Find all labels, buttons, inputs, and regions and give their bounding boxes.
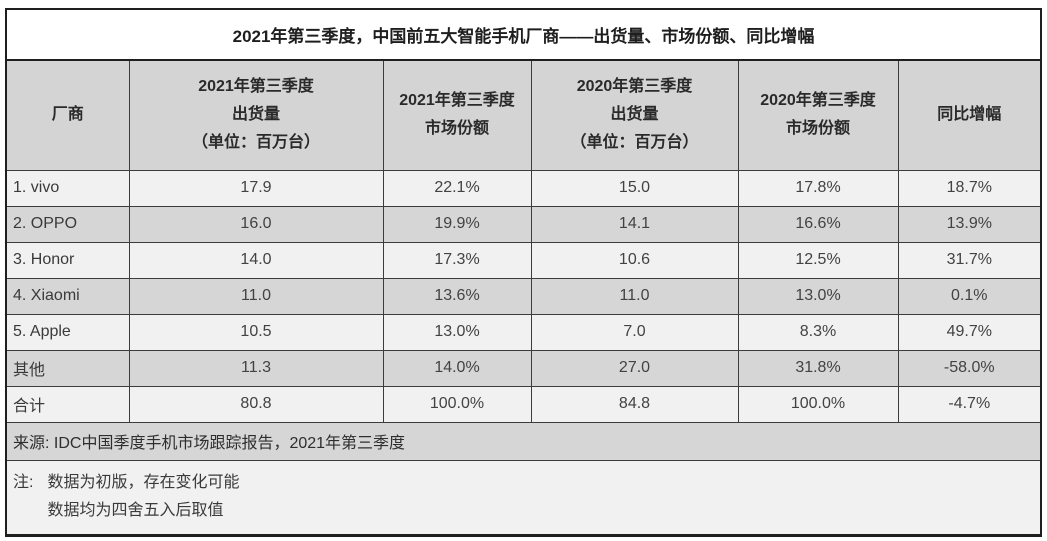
value-cell: -58.0% bbox=[897, 349, 1042, 387]
header-line: 市场份额 bbox=[424, 120, 489, 138]
table-row-others: 其他 11.3 14.0% 27.0 31.8% -58.0% bbox=[5, 349, 1042, 387]
header-line: 2020年第三季度 bbox=[760, 92, 876, 110]
table-row-xiaomi: 4. Xiaomi 11.0 13.6% 11.0 13.0% 0.1% bbox=[5, 277, 1042, 315]
source-note: 来源: IDC中国季度手机市场跟踪报告，2021年第三季度 bbox=[5, 421, 1042, 461]
value-cell: 100.0% bbox=[737, 385, 899, 423]
header-line: 同比增幅 bbox=[937, 106, 1002, 124]
header-line: 2020年第三季度 bbox=[576, 78, 693, 96]
value-cell: -4.7% bbox=[897, 385, 1042, 423]
value-cell: 14.1 bbox=[530, 205, 739, 243]
page-title: 2021年第三季度，中国前五大智能手机厂商——出货量、市场份额、同比增幅 bbox=[5, 8, 1042, 61]
table-row-vivo: 1. vivo 17.9 22.1% 15.0 17.8% 18.7% bbox=[5, 169, 1042, 207]
value-cell: 15.0 bbox=[530, 169, 739, 207]
table-row-oppo: 2. OPPO 16.0 19.9% 14.1 16.6% 13.9% bbox=[5, 205, 1042, 243]
value-cell: 49.7% bbox=[897, 313, 1042, 351]
value-cell: 11.0 bbox=[128, 277, 384, 315]
vendor-cell: 其他 bbox=[5, 349, 130, 387]
value-cell: 11.3 bbox=[128, 349, 384, 387]
header-line: 出货量 bbox=[610, 106, 659, 124]
value-cell: 80.8 bbox=[128, 385, 384, 423]
column-header-row: 厂商 2021年第三季度 出货量 （单位：百万台） 2021年第三季度 市场份额… bbox=[5, 59, 1042, 171]
value-cell: 13.0% bbox=[737, 277, 899, 315]
header-line: （单位：百万台） bbox=[570, 134, 699, 152]
value-cell: 17.8% bbox=[737, 169, 899, 207]
header-line: 出货量 bbox=[231, 106, 280, 124]
footnote: 注: 数据为初版，存在变化可能 数据均为四舍五入后取值 bbox=[13, 469, 1034, 527]
footnote-line: 数据为初版，存在变化可能 bbox=[47, 473, 240, 491]
value-cell: 13.9% bbox=[897, 205, 1042, 243]
footnote-prefix: 注: bbox=[13, 473, 34, 491]
source-row: 来源: IDC中国季度手机市场跟踪报告，2021年第三季度 bbox=[5, 421, 1042, 461]
vendor-cell: 合计 bbox=[5, 385, 130, 423]
value-cell: 10.6 bbox=[530, 241, 739, 279]
value-cell: 16.0 bbox=[128, 205, 384, 243]
idc-smartphone-table: 2021年第三季度，中国前五大智能手机厂商——出货量、市场份额、同比增幅 厂商 … bbox=[5, 8, 1043, 538]
value-cell: 13.6% bbox=[382, 277, 532, 315]
value-cell: 10.5 bbox=[128, 313, 384, 351]
column-header-2021-share: 2021年第三季度 市场份额 bbox=[382, 59, 532, 171]
column-header-yoy-growth: 同比增幅 bbox=[897, 59, 1042, 171]
value-cell: 22.1% bbox=[382, 169, 532, 207]
column-header-2020-shipments: 2020年第三季度 出货量 （单位：百万台） bbox=[530, 59, 739, 171]
table-row-apple: 5. Apple 10.5 13.0% 7.0 8.3% 49.7% bbox=[5, 313, 1042, 351]
value-cell: 14.0 bbox=[128, 241, 384, 279]
value-cell: 16.6% bbox=[737, 205, 899, 243]
value-cell: 100.0% bbox=[382, 385, 532, 423]
column-header-2020-share: 2020年第三季度 市场份额 bbox=[737, 59, 899, 171]
value-cell: 13.0% bbox=[382, 313, 532, 351]
value-cell: 17.3% bbox=[382, 241, 532, 279]
value-cell: 27.0 bbox=[530, 349, 739, 387]
column-header-vendor: 厂商 bbox=[5, 59, 130, 171]
title-row: 2021年第三季度，中国前五大智能手机厂商——出货量、市场份额、同比增幅 bbox=[5, 8, 1042, 61]
footnote-line: 数据均为四舍五入后取值 bbox=[47, 502, 224, 520]
table-row-total: 合计 80.8 100.0% 84.8 100.0% -4.7% bbox=[5, 385, 1042, 423]
value-cell: 14.0% bbox=[382, 349, 532, 387]
header-line: 2021年第三季度 bbox=[399, 92, 515, 110]
vendor-cell: 3. Honor bbox=[5, 241, 130, 279]
vendor-cell: 4. Xiaomi bbox=[5, 277, 130, 315]
value-cell: 19.9% bbox=[382, 205, 532, 243]
table-row-honor: 3. Honor 14.0 17.3% 10.6 12.5% 31.7% bbox=[5, 241, 1042, 279]
value-cell: 17.9 bbox=[128, 169, 384, 207]
header-line: 市场份额 bbox=[785, 120, 850, 138]
header-line: 2021年第三季度 bbox=[198, 78, 314, 96]
value-cell: 84.8 bbox=[530, 385, 739, 423]
data-table: 2021年第三季度，中国前五大智能手机厂商——出货量、市场份额、同比增幅 厂商 … bbox=[5, 8, 1043, 538]
value-cell: 0.1% bbox=[897, 277, 1042, 315]
vendor-cell: 5. Apple bbox=[5, 313, 130, 351]
footnote-row: 注: 数据为初版，存在变化可能 数据均为四舍五入后取值 bbox=[5, 459, 1042, 537]
value-cell: 18.7% bbox=[897, 169, 1042, 207]
value-cell: 11.0 bbox=[530, 277, 739, 315]
header-line: 厂商 bbox=[51, 106, 84, 124]
vendor-cell: 1. vivo bbox=[5, 169, 130, 207]
value-cell: 31.8% bbox=[737, 349, 899, 387]
header-line: （单位：百万台） bbox=[191, 134, 320, 152]
vendor-cell: 2. OPPO bbox=[5, 205, 130, 243]
value-cell: 8.3% bbox=[737, 313, 899, 351]
value-cell: 7.0 bbox=[530, 313, 739, 351]
column-header-2021-shipments: 2021年第三季度 出货量 （单位：百万台） bbox=[128, 59, 384, 171]
value-cell: 31.7% bbox=[897, 241, 1042, 279]
value-cell: 12.5% bbox=[737, 241, 899, 279]
